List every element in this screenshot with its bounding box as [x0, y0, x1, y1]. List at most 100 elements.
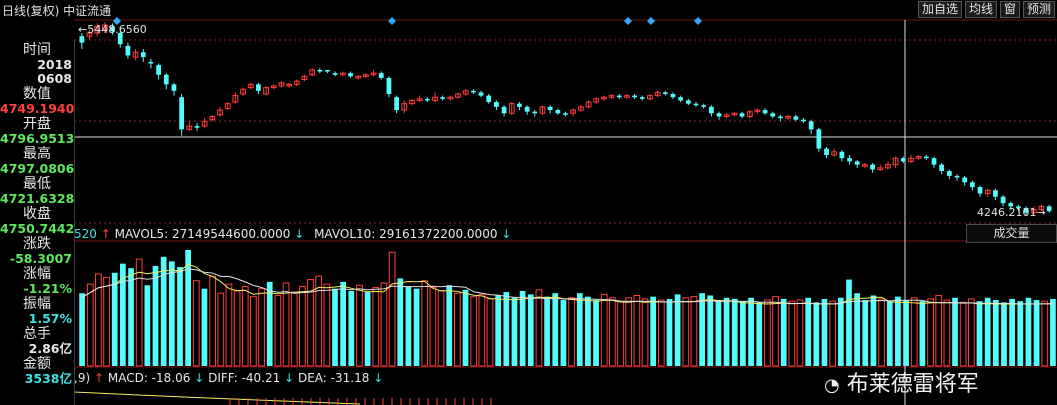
candle-body — [892, 157, 899, 166]
volume-bar — [120, 263, 126, 366]
info-label: 时间 — [23, 42, 51, 58]
candle-body — [247, 83, 254, 89]
volume-bar — [690, 296, 698, 367]
candle-body — [824, 148, 829, 156]
candle-body — [293, 80, 300, 85]
volume-bar — [315, 275, 323, 367]
candle-body — [685, 100, 691, 104]
volume-bar — [674, 294, 681, 366]
volume-bar — [95, 273, 102, 367]
volume-bar — [405, 286, 412, 366]
candle-body — [793, 116, 799, 120]
event-marker-icon — [113, 17, 121, 25]
volume-bar — [79, 293, 85, 366]
candle-body — [547, 106, 553, 111]
forecast-button[interactable]: 预测 — [1022, 1, 1055, 18]
candle-body — [939, 164, 945, 172]
info-value: 4796.9513 — [0, 131, 75, 146]
candle-body — [555, 110, 561, 114]
volume-bar — [290, 291, 298, 367]
volume-bar — [462, 289, 469, 366]
volume-bar — [593, 300, 599, 366]
volume-bar — [560, 300, 567, 366]
info-value: -58.3007 — [9, 251, 72, 266]
volume-bar — [241, 285, 249, 367]
candle-body — [232, 95, 239, 103]
volume-bar — [854, 293, 860, 366]
candle-body — [501, 106, 507, 114]
down-arrow-icon: ↓ — [373, 371, 384, 385]
candle-body — [808, 121, 814, 130]
volume-bar — [421, 280, 429, 367]
toolbar-buttons: 加自选 均线 窗 预测 — [917, 1, 1055, 18]
candle-body — [754, 109, 761, 113]
candle-body — [432, 96, 438, 101]
volume-bar — [258, 288, 265, 367]
candle-body — [478, 92, 484, 96]
candle-body — [1030, 209, 1037, 214]
candle-body — [386, 77, 392, 95]
volume-bar — [86, 283, 94, 367]
add-to-watchlist-button[interactable]: 加自选 — [917, 1, 962, 18]
candle-body — [931, 158, 937, 165]
volume-bar — [633, 294, 641, 367]
up-arrow-icon: ↑ — [93, 371, 105, 385]
volume-bar — [748, 297, 754, 366]
candle-body — [723, 114, 730, 117]
candle-body — [993, 190, 998, 197]
candle-body — [156, 65, 161, 75]
candle-body — [424, 98, 430, 101]
volume-bar — [298, 285, 306, 367]
dea-label: DEA: -31.18 — [297, 371, 370, 385]
candle-body — [647, 95, 653, 100]
volume-bar — [903, 300, 909, 366]
info-label: 最高 — [23, 146, 51, 162]
event-marker-icon — [647, 17, 655, 25]
volume-bar — [715, 300, 722, 366]
candle-body — [977, 187, 983, 194]
volume-bar — [919, 301, 926, 366]
candle-body — [256, 84, 261, 91]
candle-body — [778, 116, 783, 119]
info-value: -1.21% — [23, 281, 72, 296]
volume-bar — [967, 298, 975, 367]
volume-bar — [862, 300, 869, 366]
info-value: 0608 — [37, 71, 72, 86]
candle-body — [278, 82, 285, 87]
volume-bar — [495, 295, 502, 366]
volume-bar — [772, 296, 779, 367]
volume-bar — [1001, 302, 1007, 366]
candle-body — [517, 103, 522, 107]
window-button[interactable]: 窗 — [999, 1, 1020, 18]
volume-bar — [486, 298, 494, 367]
candle-body — [455, 93, 461, 98]
candle-body — [678, 97, 684, 101]
volume-bar — [796, 299, 804, 367]
candle-body — [508, 103, 515, 114]
candle-body — [870, 164, 875, 170]
candle-body — [462, 90, 469, 95]
volume-bar — [878, 298, 885, 367]
volume-bar — [1050, 298, 1056, 366]
volume-bar — [576, 293, 583, 366]
info-label: 振幅 — [23, 296, 51, 312]
volume-bar — [788, 300, 796, 367]
candle-body — [570, 109, 577, 114]
volume-bar — [829, 300, 837, 367]
volume-bar — [340, 281, 347, 366]
volume-bar — [657, 299, 665, 367]
volume-bar — [233, 290, 241, 367]
volume-bar — [454, 292, 461, 367]
moving-average-button[interactable]: 均线 — [964, 1, 997, 18]
volume-bar — [111, 272, 118, 366]
volume-bar — [274, 294, 282, 367]
volume-bar — [397, 278, 404, 366]
candle-body — [593, 98, 600, 103]
volume-bar — [168, 261, 175, 366]
candle-body — [731, 112, 738, 116]
volume-bar — [446, 285, 453, 366]
volume-bar — [1033, 300, 1040, 366]
volume-bar — [144, 285, 151, 366]
indicator-selector[interactable]: 成交量 — [966, 224, 1057, 243]
